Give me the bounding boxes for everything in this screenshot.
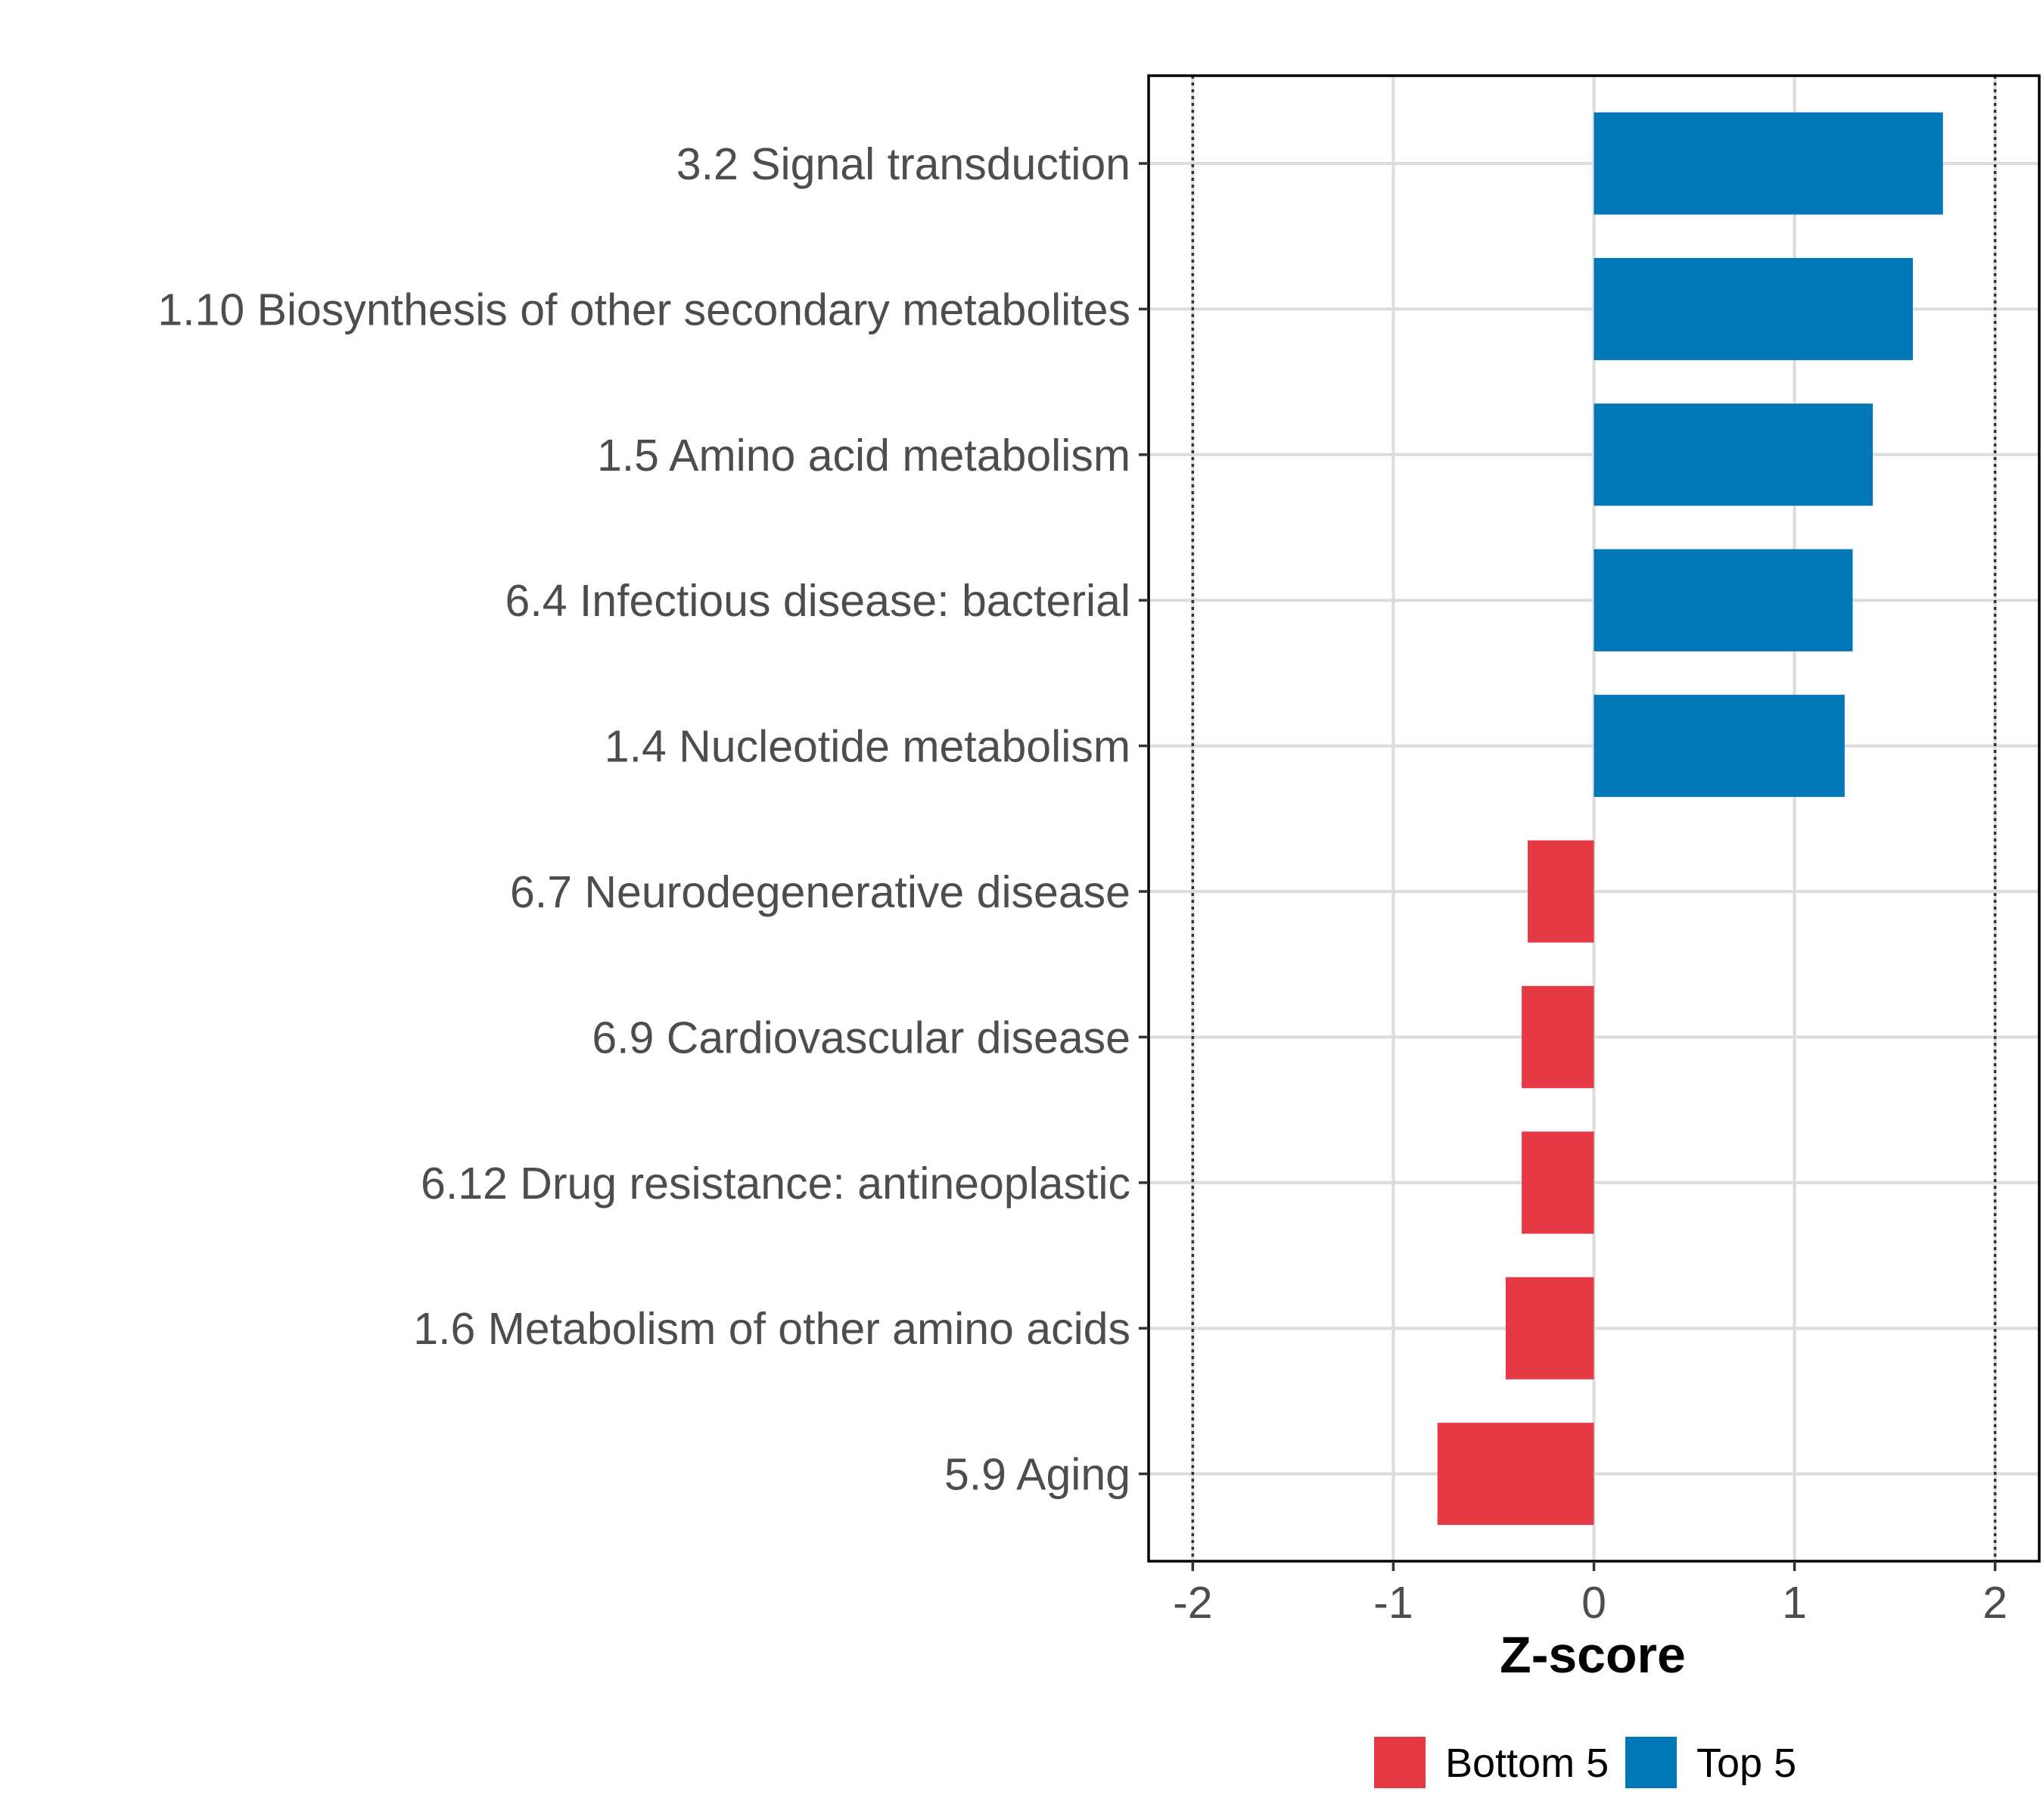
bar-bottom5-8: [1522, 1131, 1594, 1234]
legend-swatch-top5: [1625, 1737, 1677, 1788]
category-label: 1.6 Metabolism of other amino acids: [413, 1304, 1130, 1354]
x-tick-label: 0: [1581, 1578, 1606, 1628]
legend-swatch-bottom5: [1374, 1737, 1426, 1788]
bar-bottom5-6: [1528, 840, 1594, 943]
bar-bottom5-9: [1505, 1277, 1594, 1380]
bars: [1437, 112, 1943, 1526]
x-axis-ticks: -2 -1 0 1 2: [1173, 1561, 2007, 1628]
bar-top5-2: [1594, 257, 1913, 360]
legend: Bottom 5 Top 5: [1374, 1737, 1796, 1788]
category-label: 1.4 Nucleotide metabolism: [605, 722, 1130, 772]
category-label: 6.7 Neurodegenerative disease: [510, 867, 1130, 917]
y-axis-category-labels: 3.2 Signal transduction 1.10 Biosynthesis…: [157, 139, 1130, 1500]
x-tick-label: 1: [1782, 1578, 1807, 1628]
bar-top5-5: [1594, 695, 1845, 798]
category-label: 1.5 Amino acid metabolism: [597, 431, 1130, 481]
bar-bottom5-10: [1437, 1423, 1594, 1526]
x-tick-label: 2: [1982, 1578, 2007, 1628]
x-tick-label: -2: [1173, 1578, 1212, 1628]
bar-bottom5-7: [1522, 985, 1594, 1088]
category-label: 6.4 Infectious disease: bacterial: [505, 576, 1131, 626]
bar-top5-1: [1594, 112, 1943, 215]
y-axis-ticks: [1139, 162, 1149, 1476]
category-label: 6.12 Drug resistance: antineoplastic: [421, 1159, 1130, 1209]
category-label: 5.9 Aging: [944, 1450, 1130, 1500]
category-label: 1.10 Biosynthesis of other secondary met…: [157, 285, 1130, 334]
x-tick-label: -1: [1373, 1578, 1413, 1628]
x-axis-title: Z-score: [1500, 1626, 1686, 1684]
bar-top5-3: [1594, 403, 1873, 506]
legend-label: Top 5: [1696, 1741, 1796, 1786]
reference-lines: [1191, 76, 1997, 1561]
category-label: 6.9 Cardiovascular disease: [592, 1013, 1130, 1062]
category-label: 3.2 Signal transduction: [676, 139, 1130, 189]
legend-label: Bottom 5: [1445, 1741, 1609, 1786]
bar-top5-4: [1594, 549, 1853, 652]
